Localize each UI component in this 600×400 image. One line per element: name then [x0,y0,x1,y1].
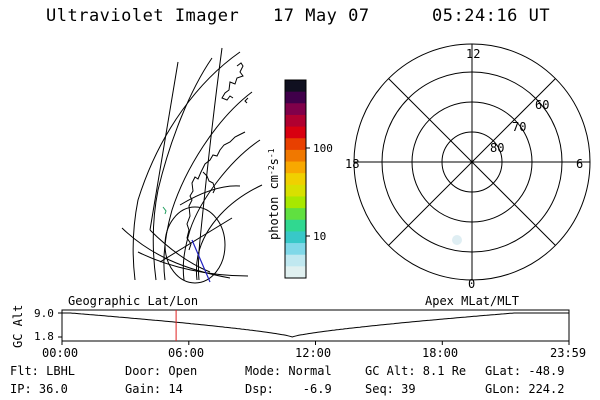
coastline [186,131,246,251]
lat-label-60: 60 [535,98,549,112]
timeline-left-label: Geographic Lat/Lon [68,294,198,308]
color-bar-ticks [306,147,310,237]
mlt-label-0: 0 [468,277,475,291]
polar-plot [353,43,591,281]
polar-diagonal [388,78,556,246]
color-bar-cell [285,173,306,186]
ip-info: IP: 36.0 [10,382,68,396]
color-bar-cell [285,80,306,93]
door-info: Door: Open [125,364,198,378]
color-bar-cell [285,219,306,233]
lat-label-70: 70 [512,120,526,134]
color-bar: 100 10 photon cm-2s-1 [267,79,333,279]
filter-info: Flt: LBHL [10,364,76,378]
timeline-xtick-marks [61,341,570,345]
altitude-curve [62,312,569,338]
color-bar-cell [285,184,306,198]
glon-info: GLon: 224.2 [485,382,565,396]
timeline-xtick-0600: 06:00 [168,346,204,360]
map-grid-line [159,217,233,263]
color-bar-cell [285,149,306,163]
gain-info: Gain: 14 [125,382,183,396]
instrument-title: Ultraviolet Imager [46,6,240,26]
color-bar-frame [284,79,307,279]
color-bar-cell [285,196,306,209]
timeline-ylabel: GC Alt [11,305,25,348]
map-grid-line [132,51,241,281]
mode-info: Mode: Normal [245,364,332,378]
mlt-label-12: 12 [466,47,480,61]
color-bar-cell [285,208,306,221]
color-bar-title: photon cm-2s-1 [267,148,281,240]
timeline-ytick-min: 1.8 [34,330,54,343]
map-grid-line [149,61,179,231]
color-bar-cell [285,114,306,128]
orbit-timeline: Geographic Lat/Lon Apex MLat/MLT GC Alt … [11,294,586,360]
color-bar-cell [285,91,306,104]
color-bar-cell [285,254,306,267]
color-bar-cell [285,243,306,256]
seq-info: Seq: 39 [365,382,416,396]
map-grid-line [137,251,249,277]
color-bar-cell [285,103,306,116]
satellite-track [191,239,211,283]
timeline-xtick-2359: 23:59 [550,346,586,360]
map-grid-line [121,227,231,279]
timeline-right-label: Apex MLat/MLT [425,294,519,308]
timeline-xtick-1200: 12:00 [295,346,331,360]
map-grid-line [197,47,223,281]
map-grid-line [182,139,261,281]
glat-info: GLat: -48.9 [485,364,565,378]
map-grid-line [149,229,211,273]
coastline [162,206,167,215]
date-label: 17 May 07 [273,6,370,26]
timeline-xtick-1800: 18:00 [422,346,458,360]
timeline-xtick-0000: 00:00 [42,346,78,360]
color-bar-tick-10: 10 [313,230,326,243]
map-grid-line [152,57,213,281]
mlt-label-18: 18 [345,157,359,171]
gcalt-info: GC Alt: 8.1 Re [365,364,467,378]
map-limb-ellipse [164,206,226,284]
dsp-info: Dsp: -6.9 [245,382,332,396]
map-grid-line [179,185,241,206]
mlt-label-6: 6 [576,157,583,171]
map-grid-line [163,91,253,281]
time-label: 05:24:16 UT [432,6,551,26]
coastline [244,97,249,104]
color-bar-cell [285,266,306,279]
coastline [202,171,216,194]
aurora-blob [452,235,462,245]
color-bar-cell [285,161,306,174]
polar-labels: 12 18 6 0 60 70 80 [345,47,583,291]
map-grid-line [195,184,263,281]
geographic-map-panel [121,47,263,284]
timeline-ytick-max: 9.0 [34,307,54,320]
color-bar-tick-100: 100 [313,142,333,155]
color-bar-cell [285,231,306,244]
color-bar-cell [285,138,306,151]
coastline [221,62,244,101]
color-bar-cells [285,80,306,279]
lat-label-80: 80 [490,141,504,155]
color-bar-cell [285,126,306,139]
